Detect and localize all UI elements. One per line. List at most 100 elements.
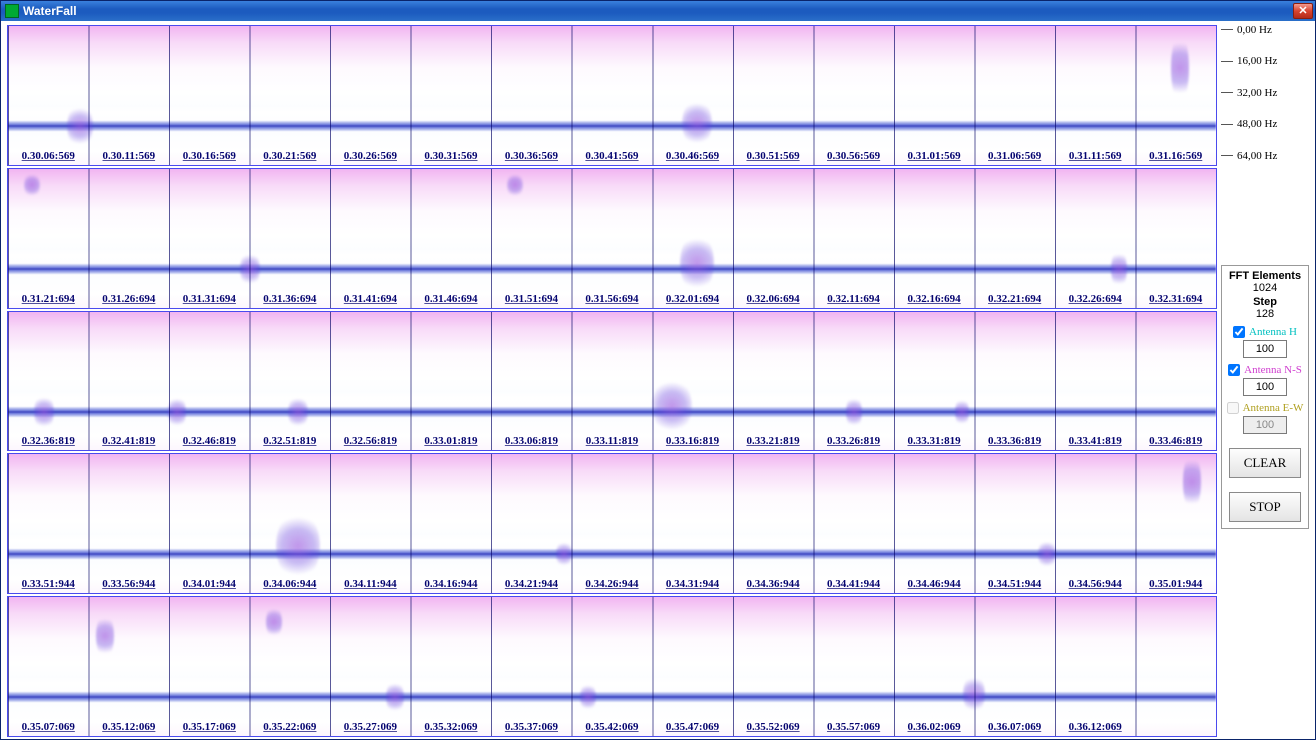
time-label: 0.31.51:694 xyxy=(491,293,572,307)
time-label: 0.32.46:819 xyxy=(169,435,250,449)
time-label: 0.35.32:069 xyxy=(411,721,492,735)
antenna-ns-value[interactable] xyxy=(1243,378,1287,396)
time-label: 0.30.26:569 xyxy=(330,150,411,164)
freq-tick-label: 0,00 Hz xyxy=(1237,24,1272,36)
antenna-h-label: Antenna H xyxy=(1249,326,1297,338)
spectrogram-strip: 0.33.51:9440.33.56:9440.34.01:9440.34.06… xyxy=(7,453,1217,594)
fft-step-label: Step xyxy=(1226,296,1304,308)
antenna-ew-row[interactable]: Antenna E-W xyxy=(1227,402,1304,414)
time-label: 0.36.12:069 xyxy=(1055,721,1136,735)
time-label: 0.30.31:569 xyxy=(411,150,492,164)
antenna-ew-value xyxy=(1243,416,1287,434)
time-label: 0.32.11:694 xyxy=(813,293,894,307)
titlebar[interactable]: WaterFall ✕ xyxy=(1,1,1315,21)
antenna-ew-checkbox xyxy=(1227,402,1239,414)
time-label: 0.35.57:069 xyxy=(813,721,894,735)
time-label: 0.34.26:944 xyxy=(572,578,653,592)
stop-button[interactable]: STOP xyxy=(1229,492,1301,522)
freq-tick: 32,00 Hz xyxy=(1221,87,1277,99)
freq-tick: 0,00 Hz xyxy=(1221,24,1272,36)
time-label: 0.34.51:944 xyxy=(974,578,1055,592)
fft-elements-value: 1024 xyxy=(1226,282,1304,294)
time-label: 0.33.16:819 xyxy=(652,435,733,449)
time-label: 0.35.07:069 xyxy=(8,721,89,735)
time-label: 0.34.41:944 xyxy=(813,578,894,592)
time-label: 0.34.21:944 xyxy=(491,578,572,592)
time-grid xyxy=(8,312,1216,451)
spectrogram-strip: 0.32.36:8190.32.41:8190.32.46:8190.32.51… xyxy=(7,311,1217,452)
time-label: 0.33.41:819 xyxy=(1055,435,1136,449)
freq-tick-label: 64,00 Hz xyxy=(1237,150,1277,162)
time-labels-row: 0.31.21:6940.31.26:6940.31.31:6940.31.36… xyxy=(8,293,1216,307)
time-label: 0.30.41:569 xyxy=(572,150,653,164)
close-button[interactable]: ✕ xyxy=(1293,3,1313,19)
time-label: 0.33.31:819 xyxy=(894,435,975,449)
time-grid xyxy=(8,169,1216,308)
time-label: 0.30.06:569 xyxy=(8,150,89,164)
freq-tick: 48,00 Hz xyxy=(1221,118,1277,130)
time-label: 0.35.47:069 xyxy=(652,721,733,735)
time-label: 0.34.31:944 xyxy=(652,578,733,592)
time-label: 0.31.21:694 xyxy=(8,293,89,307)
tick-dash-icon xyxy=(1221,124,1233,125)
time-labels-row: 0.30.06:5690.30.11:5690.30.16:5690.30.21… xyxy=(8,150,1216,164)
time-label: 0.32.51:819 xyxy=(250,435,331,449)
time-label: 0.31.01:569 xyxy=(894,150,975,164)
time-grid xyxy=(8,26,1216,165)
time-label: 0.31.26:694 xyxy=(89,293,170,307)
time-label: 0.32.16:694 xyxy=(894,293,975,307)
tick-dash-icon xyxy=(1221,29,1233,30)
antenna-h-value[interactable] xyxy=(1243,340,1287,358)
time-label: 0.32.31:694 xyxy=(1135,293,1216,307)
time-label: 0.30.51:569 xyxy=(733,150,814,164)
time-labels-row: 0.35.07:0690.35.12:0690.35.17:0690.35.22… xyxy=(8,721,1216,735)
antenna-ns-row[interactable]: Antenna N-S xyxy=(1228,364,1302,376)
time-label: 0.32.41:819 xyxy=(89,435,170,449)
time-label: 0.35.37:069 xyxy=(491,721,572,735)
antenna-h-group: Antenna H xyxy=(1226,326,1304,358)
time-label: 0.30.16:569 xyxy=(169,150,250,164)
time-label xyxy=(1135,721,1216,735)
time-label: 0.34.56:944 xyxy=(1055,578,1136,592)
antenna-ew-group: Antenna E-W xyxy=(1226,402,1304,434)
time-label: 0.33.46:819 xyxy=(1135,435,1216,449)
antenna-h-row[interactable]: Antenna H xyxy=(1233,326,1297,338)
spectrogram-strip: 0.30.06:5690.30.11:5690.30.16:5690.30.21… xyxy=(7,25,1217,166)
time-label: 0.33.51:944 xyxy=(8,578,89,592)
fft-step-value: 128 xyxy=(1226,308,1304,320)
time-label: 0.31.11:569 xyxy=(1055,150,1136,164)
time-label: 0.34.16:944 xyxy=(411,578,492,592)
freq-tick: 16,00 Hz xyxy=(1221,55,1277,67)
time-label: 0.32.06:694 xyxy=(733,293,814,307)
time-label: 0.34.11:944 xyxy=(330,578,411,592)
time-label: 0.31.36:694 xyxy=(250,293,331,307)
time-labels-row: 0.32.36:8190.32.41:8190.32.46:8190.32.51… xyxy=(8,435,1216,449)
antenna-ns-label: Antenna N-S xyxy=(1244,364,1302,376)
time-label: 0.35.17:069 xyxy=(169,721,250,735)
freq-tick: 64,00 Hz xyxy=(1221,150,1277,162)
time-label: 0.31.16:569 xyxy=(1135,150,1216,164)
time-label: 0.30.56:569 xyxy=(813,150,894,164)
app-icon xyxy=(5,4,19,18)
clear-button[interactable]: CLEAR xyxy=(1229,448,1301,478)
app-window: WaterFall ✕ 0.30.06:5690.30.11:5690.30.1… xyxy=(0,0,1316,740)
side-panel: 0,00 Hz16,00 Hz32,00 Hz48,00 Hz64,00 Hz … xyxy=(1219,21,1315,739)
freq-tick-label: 32,00 Hz xyxy=(1237,87,1277,99)
spectrogram-strip: 0.31.21:6940.31.26:6940.31.31:6940.31.36… xyxy=(7,168,1217,309)
client-area: 0.30.06:5690.30.11:5690.30.16:5690.30.21… xyxy=(1,21,1315,739)
time-grid xyxy=(8,454,1216,593)
time-label: 0.33.06:819 xyxy=(491,435,572,449)
time-label: 0.30.46:569 xyxy=(652,150,733,164)
antenna-h-checkbox[interactable] xyxy=(1233,326,1245,338)
spectrogram-panel: 0.30.06:5690.30.11:5690.30.16:5690.30.21… xyxy=(1,21,1219,739)
time-label: 0.33.21:819 xyxy=(733,435,814,449)
time-label: 0.30.36:569 xyxy=(491,150,572,164)
time-label: 0.30.21:569 xyxy=(250,150,331,164)
time-label: 0.32.36:819 xyxy=(8,435,89,449)
time-label: 0.34.06:944 xyxy=(250,578,331,592)
antenna-ns-checkbox[interactable] xyxy=(1228,364,1240,376)
frequency-scale: 0,00 Hz 16,00 Hz 32,00 Hz 48,00 Hz 64,00 Hz xyxy=(1221,25,1309,175)
time-label: 0.35.27:069 xyxy=(330,721,411,735)
time-label: 0.34.46:944 xyxy=(894,578,975,592)
fft-elements-label: FFT Elements xyxy=(1226,270,1304,282)
